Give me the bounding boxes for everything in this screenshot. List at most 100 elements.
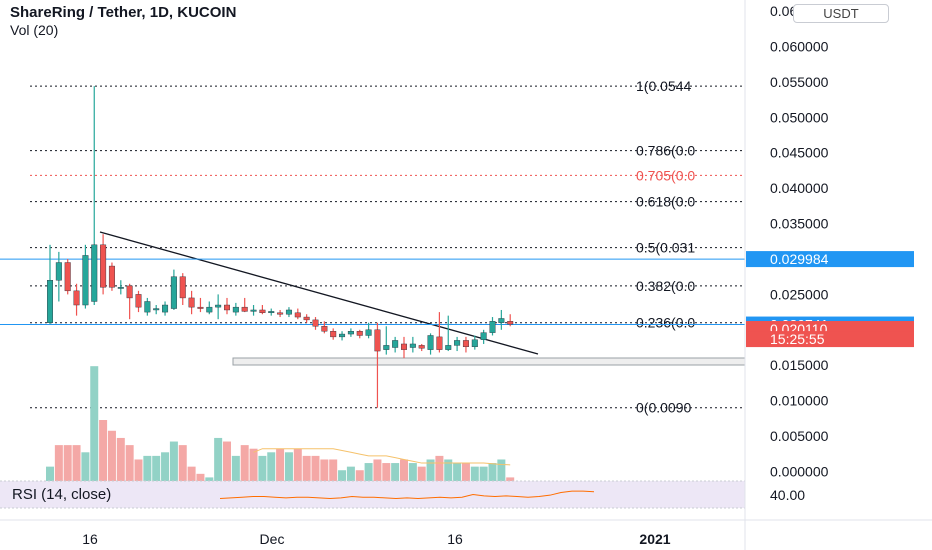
candle[interactable] (215, 294, 222, 320)
volume-bar (116, 437, 125, 481)
candle-body (64, 262, 71, 292)
candle[interactable] (339, 331, 346, 341)
volume-bar (470, 466, 479, 481)
volume-bar (152, 455, 161, 481)
volume-bar (99, 420, 108, 481)
candle[interactable] (135, 290, 142, 313)
volume-bar (63, 445, 72, 481)
candle[interactable] (91, 86, 98, 306)
candle[interactable] (117, 280, 124, 295)
candle[interactable] (55, 251, 62, 302)
volume-bar (72, 445, 81, 481)
candle[interactable] (436, 312, 443, 353)
candle[interactable] (64, 258, 71, 295)
candle[interactable] (330, 328, 337, 340)
fibonacci-levels[interactable]: 1(0.0544 0.786(0.0 0.705(0.0 0.618(0.0 0.5(0… (30, 78, 745, 416)
price-axis-tick: 0.060000 (770, 38, 829, 54)
candle[interactable] (454, 336, 461, 352)
candle[interactable] (277, 309, 284, 318)
volume-bar (249, 448, 258, 481)
support-zone[interactable] (232, 357, 746, 366)
candle[interactable] (241, 297, 248, 313)
candle[interactable] (188, 290, 195, 315)
candle[interactable] (179, 273, 186, 306)
candle[interactable] (471, 335, 478, 350)
candle-body (206, 306, 213, 313)
candle[interactable] (82, 244, 89, 309)
candle[interactable] (153, 305, 160, 315)
candle[interactable] (374, 322, 381, 408)
price-axis-tick: 0.045000 (770, 145, 829, 161)
candle[interactable] (294, 308, 301, 320)
candle[interactable] (223, 297, 230, 315)
candle-body (277, 312, 284, 315)
candle[interactable] (250, 305, 257, 316)
candle[interactable] (259, 305, 266, 315)
candle-body (144, 301, 151, 313)
candle[interactable] (445, 315, 452, 352)
volume-bar (479, 466, 488, 481)
candle[interactable] (100, 234, 107, 295)
candle[interactable] (383, 326, 390, 355)
candle-body (427, 335, 434, 350)
candle[interactable] (498, 309, 505, 330)
candle[interactable] (47, 244, 54, 325)
volume-bar (426, 459, 435, 481)
volume-bar (284, 452, 293, 481)
candle[interactable] (206, 301, 213, 315)
candle-body (294, 312, 301, 318)
candle[interactable] (409, 336, 416, 353)
candle[interactable] (489, 317, 496, 336)
candle[interactable] (268, 308, 275, 316)
candle[interactable] (232, 302, 239, 316)
candle[interactable] (144, 297, 151, 316)
candle-body (117, 287, 124, 289)
price-axis-tick: 0.050000 (770, 109, 829, 125)
candle[interactable] (401, 336, 408, 359)
currency-button[interactable]: USDT (793, 4, 889, 23)
candle-body (285, 309, 292, 315)
candle[interactable] (507, 314, 514, 327)
candle[interactable] (162, 301, 169, 316)
candle-body (303, 316, 310, 321)
candles[interactable] (47, 86, 514, 408)
candle[interactable] (462, 336, 469, 353)
candle-body (489, 321, 496, 333)
candle[interactable] (427, 333, 434, 355)
candle[interactable] (108, 262, 115, 291)
candle[interactable] (126, 283, 133, 320)
candle-body (507, 321, 514, 325)
candle[interactable] (356, 329, 363, 339)
volume-bars (46, 366, 515, 481)
candle[interactable] (303, 314, 310, 323)
candle-body (392, 340, 399, 348)
candle-body (330, 331, 337, 338)
candle[interactable] (73, 283, 80, 316)
candle[interactable] (321, 321, 328, 334)
volume-bar (143, 455, 152, 481)
candle-body (356, 331, 363, 336)
candle-body (223, 304, 230, 311)
candle-body (135, 294, 142, 308)
candle-body (188, 297, 195, 308)
candle[interactable] (285, 307, 292, 318)
candle[interactable] (418, 343, 425, 352)
candle-body (374, 329, 381, 352)
trend-line[interactable] (99, 231, 539, 355)
candle[interactable] (365, 322, 372, 339)
time-axis[interactable]: 16 Dec 16 2021 (82, 531, 671, 547)
price-axis-tick: 0.000000 (770, 463, 829, 479)
rsi-line (219, 490, 595, 500)
candle[interactable] (312, 317, 319, 330)
candle-body (462, 340, 469, 348)
price-axis-tick: 0.055000 (770, 74, 829, 90)
volume-bar (81, 452, 90, 481)
candle[interactable] (197, 297, 204, 313)
candle[interactable] (480, 329, 487, 344)
candle[interactable] (392, 336, 399, 353)
candle[interactable] (170, 269, 177, 310)
candle[interactable] (347, 328, 354, 337)
rsi-pane-band (0, 481, 745, 508)
volume-bar (302, 455, 311, 481)
